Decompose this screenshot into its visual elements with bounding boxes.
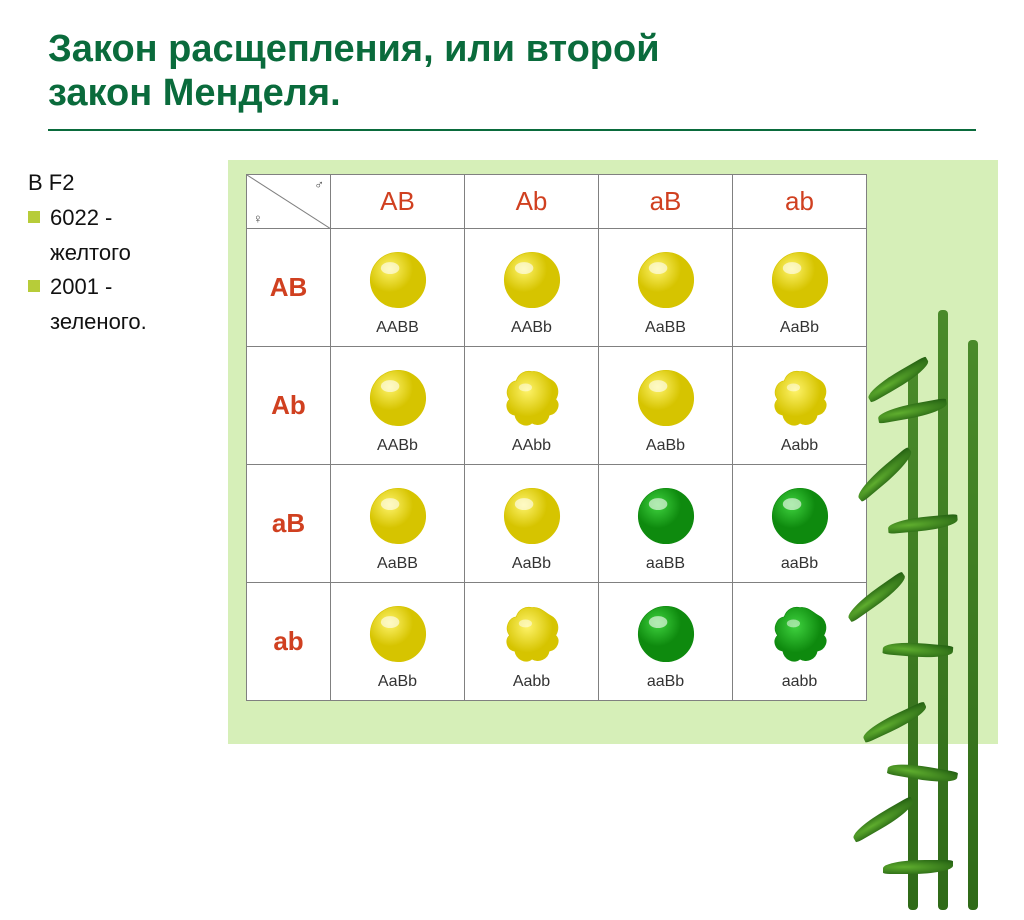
slide-title: Закон расщепления, или второй закон Менд… — [0, 0, 1024, 125]
genotype-label: AaBB — [331, 555, 464, 573]
genotype-label: Aabb — [465, 673, 598, 691]
genotype-label: AAbb — [465, 437, 598, 455]
table-row: AB AABB AABb AaBB — [247, 229, 867, 347]
yellow-pea-smooth-icon — [499, 483, 565, 549]
punnett-cell: AaBb — [733, 229, 867, 347]
punnett-cell: aaBB — [599, 465, 733, 583]
row-header: AB — [247, 229, 331, 347]
sidebar-item-1-word-line: желтого — [28, 238, 218, 269]
punnett-cell: AAbb — [465, 347, 599, 465]
sidebar-item-2-word: зеленого. — [50, 307, 147, 338]
title-line-1: Закон расщепления, или второй — [48, 28, 660, 70]
sidebar-item-2-num: 2001 - — [50, 272, 112, 303]
table-row: Ab AABb AAbb AaBb — [247, 347, 867, 465]
sidebar-item-1: 6022 - — [28, 203, 218, 234]
punnett-cell: AaBB — [599, 229, 733, 347]
genotype-label: AABb — [465, 319, 598, 337]
figure-panel: ♂ ♀ AB Ab aB ab AB AABB — [228, 160, 998, 744]
title-line-2: закон Менделя. — [48, 72, 341, 114]
punnett-cell: Aabb — [465, 583, 599, 701]
punnett-cell: aaBb — [599, 583, 733, 701]
col-header: aB — [599, 175, 733, 229]
yellow-pea-wrinkled-icon — [767, 365, 833, 431]
punnett-cell: aabb — [733, 583, 867, 701]
punnett-cell: AABb — [465, 229, 599, 347]
row-header: ab — [247, 583, 331, 701]
genotype-label: AaBb — [331, 673, 464, 691]
yellow-pea-smooth-icon — [365, 483, 431, 549]
sidebar-item-2: 2001 - — [28, 272, 218, 303]
sidebar-item-1-word: желтого — [50, 238, 131, 269]
green-pea-wrinkled-icon — [767, 601, 833, 667]
punnett-square: ♂ ♀ AB Ab aB ab AB AABB — [246, 174, 867, 701]
yellow-pea-smooth-icon — [633, 247, 699, 313]
sidebar-heading-line: В F2 — [28, 168, 218, 199]
sidebar: В F2 6022 - желтого 2001 - зеленого. — [28, 168, 218, 342]
title-underline — [48, 129, 976, 131]
punnett-cell: AaBb — [599, 347, 733, 465]
green-pea-smooth-icon — [767, 483, 833, 549]
genotype-label: AaBB — [599, 319, 732, 337]
col-header: Ab — [465, 175, 599, 229]
punnett-cell: AaBb — [331, 583, 465, 701]
yellow-pea-smooth-icon — [365, 365, 431, 431]
genotype-label: AaBb — [733, 319, 866, 337]
sidebar-item-2-word-line: зеленого. — [28, 307, 218, 338]
slide: Закон расщепления, или второй закон Менд… — [0, 0, 1024, 767]
corner-cell: ♂ ♀ — [247, 175, 331, 229]
row-header: aB — [247, 465, 331, 583]
sidebar-item-1-num: 6022 - — [50, 203, 112, 234]
col-header: ab — [733, 175, 867, 229]
punnett-cell: AABB — [331, 229, 465, 347]
yellow-pea-wrinkled-icon — [499, 601, 565, 667]
genotype-label: AABb — [331, 437, 464, 455]
sidebar-heading: В F2 — [28, 168, 74, 199]
genotype-label: AABB — [331, 319, 464, 337]
yellow-pea-smooth-icon — [633, 365, 699, 431]
punnett-cell: Aabb — [733, 347, 867, 465]
genotype-label: aaBb — [733, 555, 866, 573]
col-header: AB — [331, 175, 465, 229]
male-symbol: ♂ — [314, 177, 324, 192]
table-row: aB AaBB AaBb aaBB — [247, 465, 867, 583]
yellow-pea-smooth-icon — [365, 247, 431, 313]
bullet-icon — [28, 211, 40, 223]
punnett-cell: aaBb — [733, 465, 867, 583]
green-pea-smooth-icon — [633, 483, 699, 549]
genotype-label: aaBB — [599, 555, 732, 573]
table-header-row: ♂ ♀ AB Ab aB ab — [247, 175, 867, 229]
table-row: ab AaBb Aabb aaBb — [247, 583, 867, 701]
genotype-label: Aabb — [733, 437, 866, 455]
yellow-pea-wrinkled-icon — [499, 365, 565, 431]
punnett-cell: AaBb — [465, 465, 599, 583]
genotype-label: AaBb — [465, 555, 598, 573]
row-header: Ab — [247, 347, 331, 465]
green-pea-smooth-icon — [633, 601, 699, 667]
yellow-pea-smooth-icon — [499, 247, 565, 313]
punnett-cell: AABb — [331, 347, 465, 465]
punnett-cell: AaBB — [331, 465, 465, 583]
yellow-pea-smooth-icon — [767, 247, 833, 313]
bullet-icon — [28, 280, 40, 292]
genotype-label: AaBb — [599, 437, 732, 455]
female-symbol: ♀ — [253, 211, 263, 226]
genotype-label: aaBb — [599, 673, 732, 691]
yellow-pea-smooth-icon — [365, 601, 431, 667]
genotype-label: aabb — [733, 673, 866, 691]
